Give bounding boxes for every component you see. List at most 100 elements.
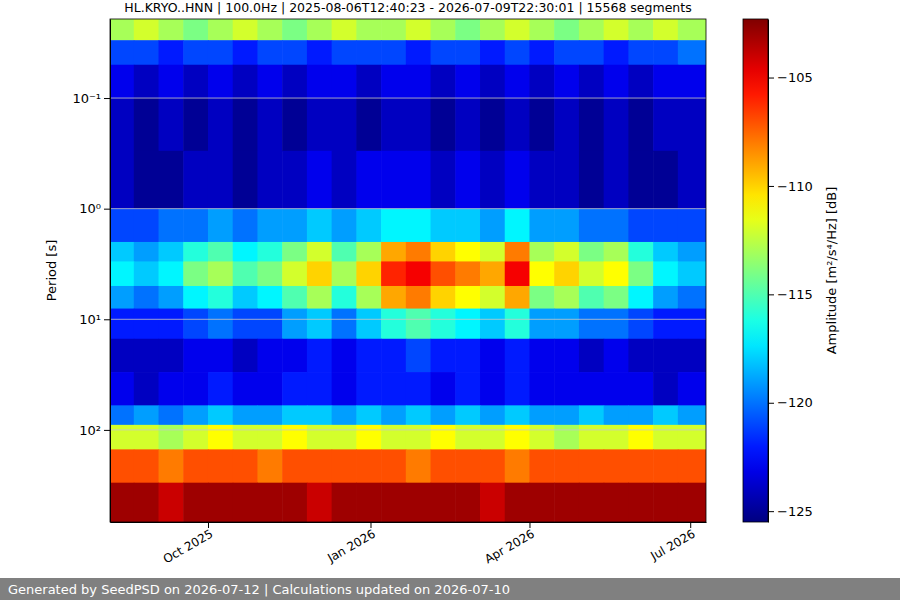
cell [332,372,357,406]
cell [431,286,456,309]
cell [653,372,678,406]
cell [110,40,134,65]
cell [183,261,208,286]
cell [233,40,258,65]
cell [431,65,456,99]
cell [134,405,159,425]
y-tick-mark [104,209,110,210]
cell [183,449,208,483]
cell [406,372,431,406]
colorbar-tick: −115 [768,287,813,302]
cell [208,372,233,406]
cell [332,209,357,243]
cell [332,339,357,373]
cell [257,449,282,483]
cell [480,425,505,450]
cell [406,209,431,243]
cell [307,242,332,262]
cell [455,372,480,406]
cell [579,40,604,65]
cell [431,339,456,373]
cell [406,405,431,425]
cell [579,261,604,286]
cell [381,98,406,151]
grid [110,98,706,430]
cell [653,209,678,243]
cell [307,449,332,483]
cell [604,19,629,41]
colorbar-tick-mark [768,294,774,295]
cell [455,98,480,151]
cell [282,405,307,425]
cell [431,372,456,406]
cell [332,151,357,209]
grid-line [110,208,706,209]
cell [678,286,706,309]
cell [579,98,604,151]
cell [356,449,381,483]
cell [307,309,332,340]
cell [134,339,159,373]
cell [233,339,258,373]
cell [110,449,134,483]
y-tick-mark [104,319,110,320]
y-axis-title: Period [s] [44,240,59,302]
cell [678,19,706,41]
cell [159,483,184,522]
cell [505,405,530,425]
cell [628,449,653,483]
x-axis: Oct 2025Jan 2026Apr 2026Jul 2026 [111,522,707,566]
cell [554,449,579,483]
cell [110,151,134,209]
cell [480,309,505,340]
cell [159,425,184,450]
cell [110,242,134,262]
cell [208,151,233,209]
cell [356,425,381,450]
colorbar-tick-mark [768,78,774,79]
cell [282,151,307,209]
cell [604,209,629,243]
cell [678,372,706,406]
cell [282,40,307,65]
cell [604,40,629,65]
cell [579,405,604,425]
cell [579,286,604,309]
title: HL.KRYO..HNN | 100.0Hz | 2025-08-06T12:4… [124,0,691,15]
y-tick-mark [104,98,110,99]
cell [455,483,480,522]
cell [431,483,456,522]
cell [455,40,480,65]
cell [257,19,282,41]
cell [628,261,653,286]
cell [332,309,357,340]
cell [381,405,406,425]
y-tick-label: 10¹ [79,312,101,327]
x-tick: Apr 2026 [482,522,537,566]
cell [233,309,258,340]
cell [257,372,282,406]
cell [406,425,431,450]
cell [233,98,258,151]
cell [233,372,258,406]
cell [653,65,678,99]
cell [678,209,706,243]
cell [332,449,357,483]
y-axis: 10⁻¹10⁰10¹10² [72,20,110,523]
cell [406,286,431,309]
cell [431,98,456,151]
cell [134,65,159,99]
cell [307,19,332,41]
cell [554,40,579,65]
cell [307,339,332,373]
cell [455,339,480,373]
cell [307,405,332,425]
cell [554,209,579,243]
x-tick-label: Apr 2026 [482,527,537,567]
cell [529,425,554,450]
cell [134,19,159,41]
cell [159,372,184,406]
colorbar-tick-label: −110 [777,179,813,194]
cell [653,242,678,262]
cell [356,483,381,522]
